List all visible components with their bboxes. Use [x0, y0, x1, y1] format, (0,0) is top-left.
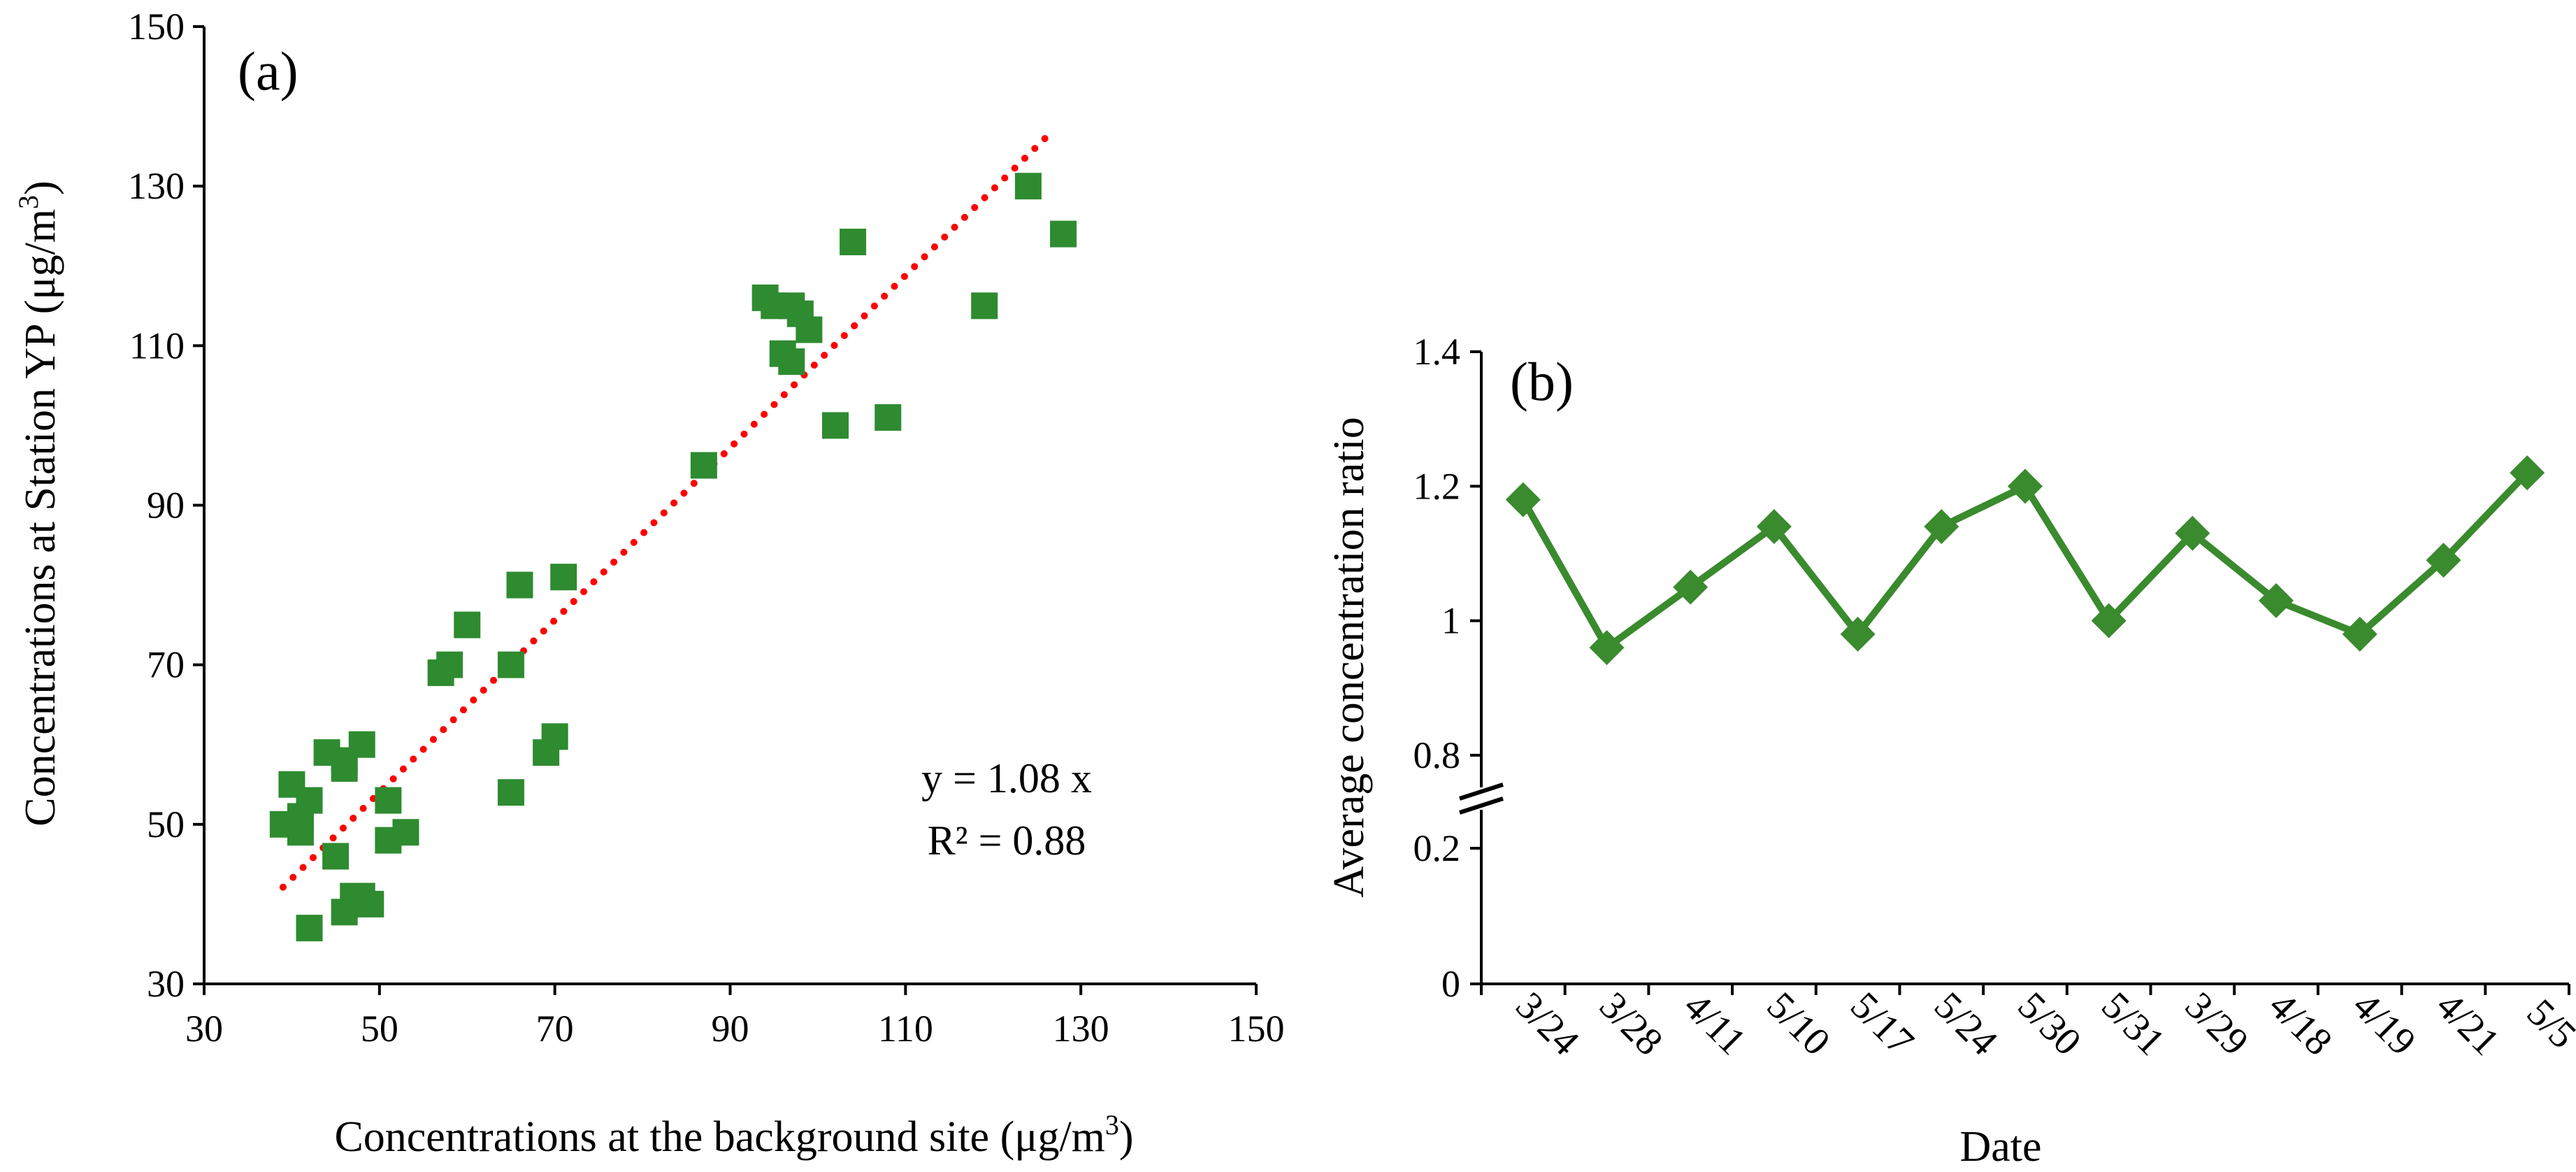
y-tick-label: 0	[1441, 963, 1460, 1005]
x-tick-label: 4/18	[2261, 984, 2340, 1064]
scatter-point	[375, 787, 402, 814]
y-tick-label: 90	[147, 485, 185, 527]
scatter-point	[550, 564, 577, 591]
x-tick-label: 110	[878, 1008, 933, 1050]
scatter-point	[348, 731, 375, 758]
scatter-point	[822, 412, 849, 439]
x-tick-label: 5/24	[1926, 984, 2006, 1064]
x-tick-label: 130	[1053, 1008, 1109, 1050]
y-tick-label: 50	[147, 803, 185, 845]
panel-b-x-axis-title: Date	[1959, 1123, 2041, 1171]
scatter-point	[357, 890, 384, 917]
x-tick-label: 30	[185, 1008, 223, 1050]
x-tick-label: 4/19	[2344, 984, 2424, 1064]
scatter-point	[392, 819, 419, 846]
x-tick-label: 3/28	[1591, 984, 1671, 1064]
axis-break-marker	[1459, 782, 1504, 815]
scatter-point	[875, 404, 902, 431]
y-tick-label: 0.2	[1413, 827, 1461, 869]
x-tick-label: 5/17	[1842, 984, 1922, 1064]
series-marker	[1589, 630, 1625, 666]
scatter-point	[796, 316, 823, 343]
y-tick-label: 30	[147, 963, 185, 1005]
x-tick-label: 5/31	[2093, 984, 2173, 1064]
scatter-point	[497, 651, 524, 678]
x-tick-label: 3/29	[2177, 984, 2257, 1064]
series-marker	[2259, 583, 2294, 618]
series-marker	[2175, 515, 2210, 551]
series-marker	[2008, 469, 2043, 504]
x-tick-label: 5/10	[1759, 984, 1839, 1064]
y-tick-label: 130	[128, 165, 185, 207]
y-tick-label: 150	[128, 6, 185, 48]
r-squared: R² = 0.88	[928, 817, 1086, 864]
scatter-point	[1050, 220, 1077, 248]
panel-b-y-axis-title: Average concentration ratio	[1325, 417, 1373, 897]
scatter-point	[778, 348, 805, 376]
x-tick-label: 3/24	[1507, 984, 1587, 1064]
series-marker	[1673, 569, 1708, 605]
y-tick-label: 0.8	[1413, 734, 1461, 776]
series-marker	[1756, 509, 1792, 545]
scatter-point	[436, 651, 463, 678]
x-tick-label: 4/21	[2428, 984, 2507, 1064]
panel-b-label: (b)	[1510, 351, 1574, 412]
scatter-points	[269, 173, 1077, 942]
y-tick-label: 1.2	[1413, 465, 1461, 507]
scatter-point	[296, 787, 323, 814]
scatter-point	[497, 779, 524, 806]
scatter-point	[454, 611, 481, 638]
scatter-point	[971, 292, 998, 320]
panel-a-y-axis-title: Concentrations at Station YP (μg/m3)	[13, 180, 64, 826]
scatter-point	[322, 843, 350, 870]
trendline	[279, 125, 1058, 891]
x-tick-label: 90	[712, 1008, 749, 1050]
scatter-point	[541, 723, 568, 750]
x-tick-label: 5/5	[2519, 991, 2576, 1057]
series-marker	[2426, 543, 2461, 578]
panel-a: (a) 30 50 70 90 110 130 150 30 50 70 90 110 130 150 y…	[13, 6, 1285, 1161]
x-tick-label: 150	[1228, 1008, 1285, 1050]
panel-a-ticks: 30 50 70 90 110 130 150 30 50 70 90 110 130 150	[128, 6, 1285, 1050]
panel-b: (b) 0.811.21.400.23/24 3/28 4/11 5/10 5/17 5/…	[1325, 331, 2576, 1171]
series-markers	[1505, 455, 2545, 666]
scatter-point	[296, 915, 323, 942]
series-marker	[2091, 603, 2127, 638]
y-tick-label: 110	[129, 324, 185, 366]
scatter-point	[690, 452, 717, 479]
panel-a-label: (a)	[238, 41, 298, 101]
scatter-point	[506, 571, 533, 599]
y-tick-label: 70	[147, 644, 185, 686]
regression-equation: y = 1.08 x	[921, 755, 1092, 801]
x-tick-label: 4/11	[1676, 985, 1755, 1064]
scatter-point	[840, 229, 867, 256]
scatter-point	[287, 819, 314, 846]
y-tick-label: 1.4	[1413, 331, 1461, 373]
series-marker	[1924, 509, 1959, 545]
series-marker	[1505, 482, 1541, 517]
panel-b-ticks: 0.811.21.400.23/24 3/28 4/11 5/10 5/17 5/24 5/…	[1413, 331, 2576, 1064]
y-tick-label: 1	[1441, 600, 1460, 642]
x-tick-label: 50	[361, 1008, 398, 1050]
x-tick-label: 70	[536, 1008, 574, 1050]
series-marker	[2342, 616, 2377, 652]
panel-a-x-axis-title: Concentrations at the background site (μ…	[334, 1109, 1133, 1161]
series-marker	[1840, 616, 1876, 652]
scatter-point	[1014, 173, 1042, 200]
series-marker	[2510, 455, 2545, 491]
x-tick-label: 5/30	[2010, 984, 2089, 1064]
